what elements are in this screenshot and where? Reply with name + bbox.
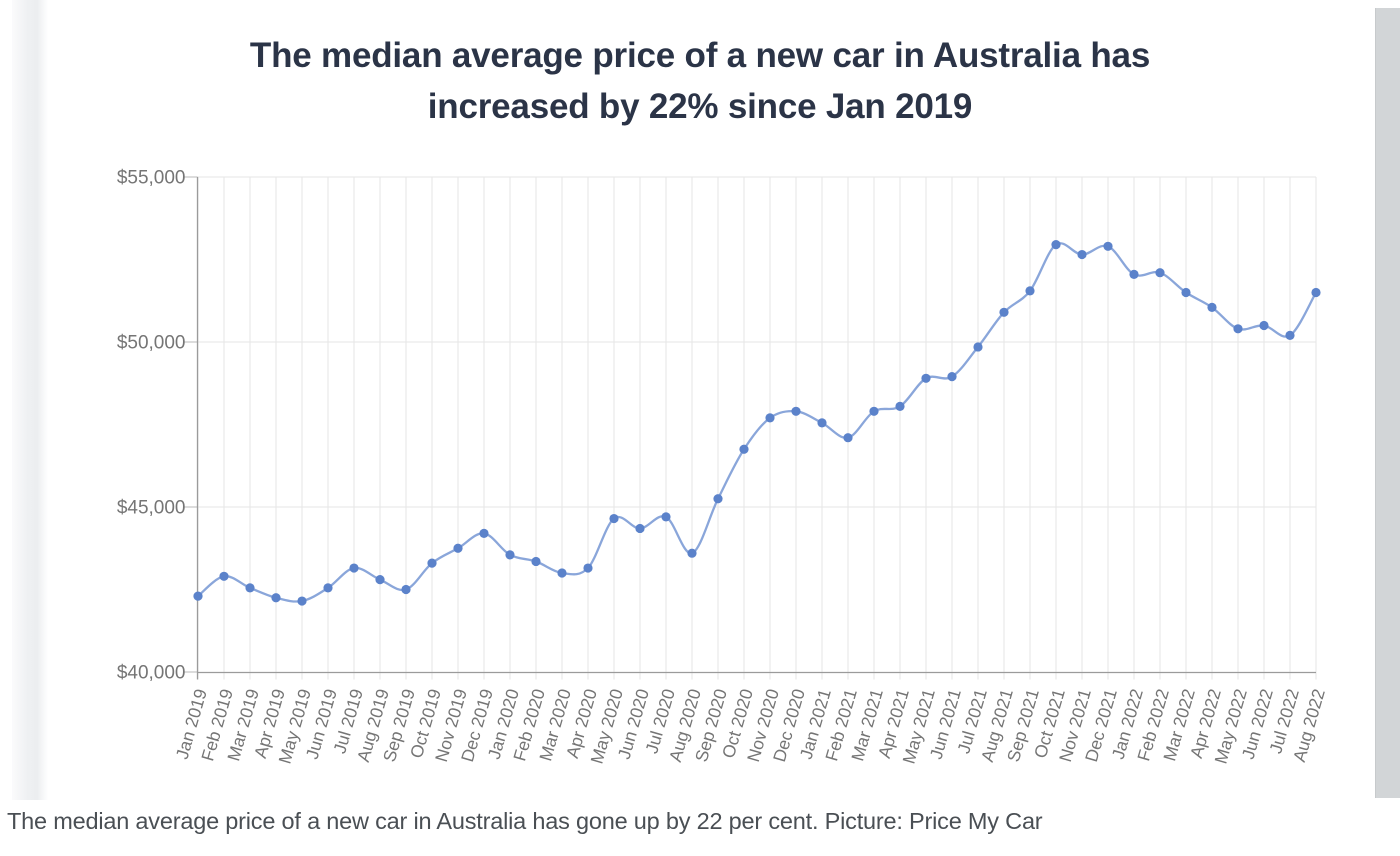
data-point-jul-2020 [661, 512, 671, 522]
data-point-oct-2019 [427, 558, 437, 568]
data-point-jun-2020 [635, 523, 645, 534]
data-point-sep-2020 [713, 494, 723, 504]
data-point-jan-2019 [193, 591, 203, 601]
data-point-jul-2019 [349, 563, 359, 573]
data-point-aug-2019 [375, 575, 385, 585]
data-point-mar-2019 [245, 583, 255, 593]
data-point-jul-2022 [1285, 330, 1295, 340]
data-point-feb-2022 [1155, 268, 1165, 278]
chart-title-line2: increased by 22% since Jan 2019 [427, 87, 973, 126]
data-point-jul-2021 [973, 342, 983, 352]
data-point-jan-2022 [1129, 269, 1139, 279]
data-point-mar-2022 [1181, 287, 1191, 298]
data-point-may-2022 [1233, 324, 1243, 334]
data-point-jun-2022 [1259, 320, 1269, 331]
data-point-mar-2021 [869, 406, 879, 416]
y-tick-label: $50,000 [117, 333, 186, 354]
data-point-mar-2020 [557, 568, 567, 578]
data-point-feb-2021 [843, 433, 853, 443]
data-point-feb-2019 [219, 571, 229, 581]
data-point-aug-2020 [687, 548, 697, 558]
data-point-feb-2020 [531, 556, 541, 567]
data-point-apr-2021 [895, 401, 905, 411]
data-point-sep-2019 [401, 584, 411, 595]
data-point-sep-2021 [1025, 286, 1035, 296]
data-point-apr-2019 [271, 593, 281, 603]
data-point-jun-2021 [947, 372, 957, 382]
data-point-jun-2019 [323, 583, 333, 593]
data-point-aug-2022 [1311, 287, 1321, 298]
data-point-dec-2020 [791, 406, 801, 416]
data-point-nov-2019 [453, 543, 463, 553]
data-point-jan-2020 [505, 550, 515, 560]
figure-caption: The median average price of a new car in… [7, 808, 1043, 834]
chart-title-line1: The median average price of a new car in… [249, 36, 1151, 75]
y-tick-label: $55,000 [117, 168, 186, 189]
data-point-dec-2021 [1103, 241, 1113, 251]
data-point-oct-2020 [739, 444, 749, 454]
y-tick-label: $40,000 [117, 663, 186, 684]
data-point-nov-2021 [1077, 249, 1087, 260]
data-point-oct-2021 [1051, 240, 1061, 250]
price-line [196, 242, 1318, 603]
data-point-may-2019 [297, 596, 307, 606]
data-point-apr-2020 [583, 563, 593, 573]
y-tick-label: $45,000 [117, 498, 186, 519]
data-point-dec-2019 [479, 528, 489, 539]
chart-title: The median average price of a new car in… [0, 30, 1400, 132]
data-point-may-2021 [921, 373, 931, 383]
data-point-apr-2022 [1207, 302, 1217, 312]
data-point-nov-2020 [765, 413, 775, 423]
scrollbar[interactable] [1375, 8, 1400, 798]
data-point-jan-2021 [817, 418, 827, 428]
data-point-aug-2021 [999, 307, 1009, 317]
data-point-may-2020 [609, 513, 619, 524]
